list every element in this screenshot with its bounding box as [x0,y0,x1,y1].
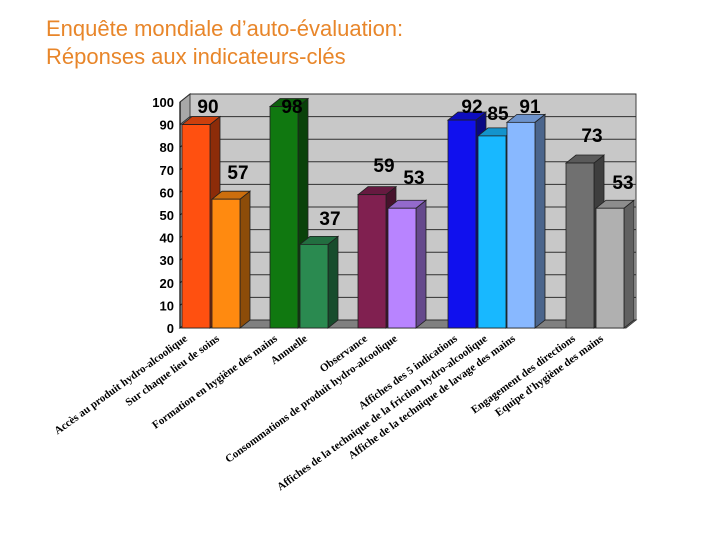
bar-front [357,194,387,329]
bar-2 [210,190,252,329]
bar-front [299,243,329,329]
value-label: 57 [227,163,248,184]
bar-front [181,124,211,329]
bar-front [387,207,417,329]
bar-9 [505,113,547,329]
bar-front [506,121,536,329]
bar-front [211,198,241,329]
bar-front [565,162,595,329]
bar-front [477,135,507,329]
y-tick-label: 80 [160,140,174,155]
bar-side [623,199,635,329]
y-tick-label: 70 [160,163,174,178]
bar-11 [594,199,636,329]
y-tick-label: 100 [152,95,174,110]
y-tick-label: 30 [160,253,174,268]
bar-side [415,199,427,329]
bar-front [447,119,477,329]
gridline [179,116,636,125]
y-tick-label: 40 [160,231,174,246]
value-label: 59 [373,156,394,177]
y-tick-label: 60 [160,185,174,200]
y-tick-label: 0 [167,321,174,336]
y-tick-label: 90 [160,118,174,133]
value-label: 85 [487,104,509,125]
bar-side [239,190,251,329]
value-label: 91 [519,97,541,118]
page-title-line-2: Réponses aux indicateurs-clés [46,44,346,69]
value-label: 92 [461,97,482,118]
y-tick-label: 10 [160,298,174,313]
value-label: 53 [612,173,633,194]
value-label: 37 [319,209,340,230]
page-title-line-1: Enquête mondiale d’auto-évaluation: [46,16,404,41]
y-tick-label: 50 [160,208,174,223]
value-label: 73 [581,126,602,147]
value-label: 53 [403,168,424,189]
y-tick-label: 20 [160,276,174,291]
bar-6 [386,199,428,329]
bar-front [269,106,299,329]
bar-4 [298,235,340,329]
x-tick-label: Affiches de la technique de la friction … [275,333,490,494]
bar-side [327,235,339,329]
bar-front [595,207,625,329]
bar-side [534,113,546,329]
gridline [179,93,636,103]
value-label: 98 [281,97,302,118]
value-label: 90 [197,97,218,118]
